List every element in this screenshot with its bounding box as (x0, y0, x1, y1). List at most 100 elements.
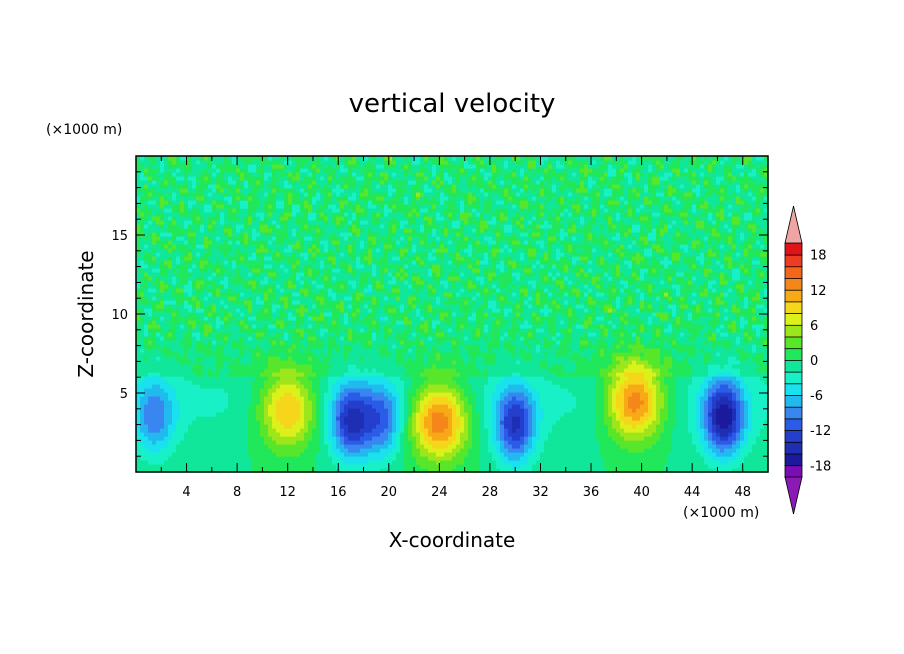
contour-cell (192, 288, 197, 293)
contour-cell (208, 256, 213, 261)
contour-cell (288, 428, 293, 433)
contour-cell (172, 372, 177, 377)
contour-cell (188, 260, 193, 265)
contour-cell (280, 276, 285, 281)
contour-cell (360, 220, 365, 225)
contour-cell (328, 168, 333, 173)
contour-cell (264, 396, 269, 401)
contour-cell (268, 384, 273, 389)
contour-cell (276, 440, 281, 445)
contour-cell (244, 224, 249, 229)
contour-cell (224, 212, 229, 217)
contour-cell (240, 396, 245, 401)
contour-cell (208, 180, 213, 185)
contour-cell (200, 380, 205, 385)
contour-cell (232, 336, 237, 341)
contour-cell (284, 188, 289, 193)
contour-cell (296, 408, 301, 413)
contour-cell (224, 188, 229, 193)
contour-cell (368, 252, 373, 257)
contour-cell (316, 416, 321, 421)
contour-cell (152, 336, 157, 341)
contour-cell (160, 188, 165, 193)
contour-cell (172, 420, 177, 425)
contour-cell (196, 288, 201, 293)
contour-cell (188, 332, 193, 337)
contour-cell (360, 460, 365, 465)
contour-cell (216, 324, 221, 329)
contour-cell (144, 308, 149, 313)
contour-cell (348, 388, 353, 393)
contour-cell (204, 384, 209, 389)
contour-cell (228, 308, 233, 313)
contour-cell (344, 212, 349, 217)
contour-cell (360, 252, 365, 257)
contour-cell (384, 376, 389, 381)
contour-cell (204, 216, 209, 221)
contour-cell (348, 356, 353, 361)
contour-cell (168, 204, 173, 209)
contour-cell (236, 400, 241, 405)
contour-cell (216, 308, 221, 313)
contour-cell (248, 436, 253, 441)
contour-cell (348, 192, 353, 197)
contour-cell (312, 232, 317, 237)
contour-cell (232, 172, 237, 177)
contour-cell (320, 436, 325, 441)
contour-cell (256, 268, 261, 273)
contour-cell (372, 416, 377, 421)
contour-cell (344, 216, 349, 221)
contour-cell (384, 164, 389, 169)
contour-cell (188, 340, 193, 345)
contour-cell (212, 324, 217, 329)
contour-cell (176, 428, 181, 433)
contour-cell (300, 220, 305, 225)
contour-cell (216, 180, 221, 185)
contour-cell (144, 276, 149, 281)
contour-cell (304, 420, 309, 425)
contour-cell (192, 336, 197, 341)
contour-cell (296, 444, 301, 449)
contour-cell (244, 408, 249, 413)
contour-cell (268, 400, 273, 405)
contour-cell (360, 292, 365, 297)
contour-cell (288, 440, 293, 445)
contour-cell (164, 280, 169, 285)
contour-cell (344, 340, 349, 345)
contour-cell (384, 228, 389, 233)
contour-cell (176, 204, 181, 209)
contour-cell (216, 412, 221, 417)
contour-cell (356, 216, 361, 221)
contour-cell (368, 196, 373, 201)
contour-cell (168, 292, 173, 297)
contour-cell (380, 176, 385, 181)
contour-cell (176, 244, 181, 249)
contour-cell (288, 204, 293, 209)
contour-cell (156, 436, 161, 441)
contour-cell (204, 316, 209, 321)
contour-cell (376, 344, 381, 349)
contour-cell (332, 444, 337, 449)
contour-cell (260, 380, 265, 385)
contour-cell (164, 416, 169, 421)
contour-cell (272, 444, 277, 449)
contour-cell (272, 392, 277, 397)
contour-cell (280, 424, 285, 429)
contour-cell (176, 388, 181, 393)
contour-cell (292, 196, 297, 201)
contour-cell (384, 232, 389, 237)
contour-cell (232, 248, 237, 253)
contour-cell (352, 364, 357, 369)
contour-cell (300, 228, 305, 233)
contour-cell (204, 196, 209, 201)
contour-cell (308, 288, 313, 293)
contour-cell (260, 200, 265, 205)
contour-cell (176, 352, 181, 357)
contour-cell (192, 368, 197, 373)
contour-cell (296, 160, 301, 165)
contour-cell (376, 440, 381, 445)
contour-cell (328, 160, 333, 165)
contour-cell (308, 240, 313, 245)
contour-cell (304, 216, 309, 221)
contour-cell (308, 184, 313, 189)
